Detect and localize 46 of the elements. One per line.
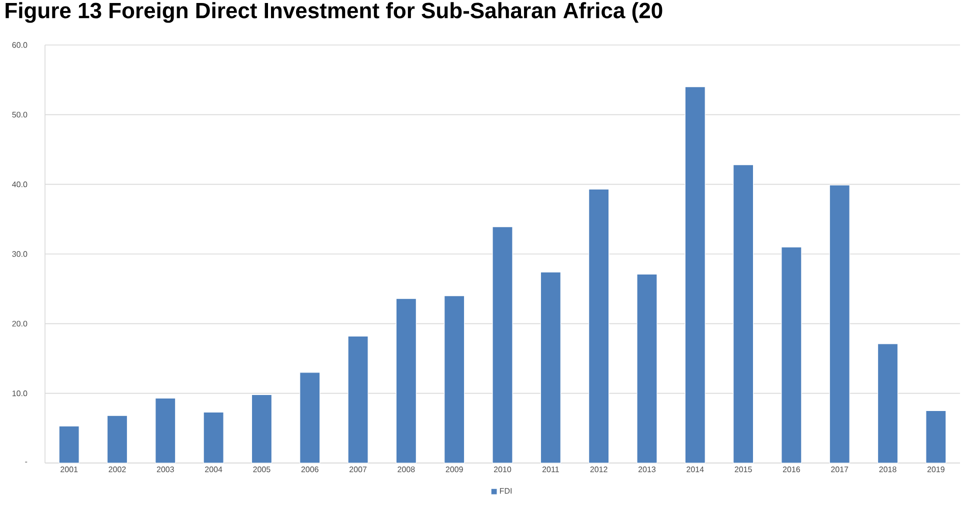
bar bbox=[540, 272, 561, 464]
bar bbox=[203, 412, 224, 464]
x-tick-label: 2017 bbox=[831, 466, 848, 472]
chart-title: Figure 13 Foreign Direct Investment for Sub-Saharan Africa (20 bbox=[6, 2, 662, 23]
x-tick-label: 2003 bbox=[156, 466, 174, 472]
bar bbox=[444, 296, 465, 464]
x-tick-label: 2001 bbox=[60, 466, 78, 472]
bar bbox=[58, 426, 80, 464]
bar bbox=[636, 274, 658, 464]
x-tick-label: 2012 bbox=[590, 466, 608, 472]
x-tick-label: 2002 bbox=[108, 466, 126, 472]
x-tick-label: 2004 bbox=[205, 466, 222, 472]
x-tick-label: 2016 bbox=[782, 466, 800, 472]
x-tick-label: 2009 bbox=[446, 466, 463, 472]
x-tick-label: 2019 bbox=[927, 466, 944, 472]
bar bbox=[492, 226, 513, 464]
bar bbox=[733, 164, 754, 464]
bar bbox=[348, 336, 368, 464]
y-tick-label: 50.0 bbox=[12, 112, 28, 118]
x-tick-label: 2005 bbox=[253, 466, 270, 472]
x-tick-label: 2011 bbox=[542, 466, 559, 472]
x-tick-label: 2013 bbox=[638, 466, 656, 472]
bar bbox=[106, 415, 128, 464]
x-tick-label: 2008 bbox=[398, 466, 415, 472]
y-tick-label: 10.0 bbox=[12, 390, 28, 396]
bar bbox=[251, 394, 272, 464]
bar bbox=[300, 372, 320, 464]
y-tick-label: 60.0 bbox=[12, 42, 28, 48]
x-tick-label: 2018 bbox=[879, 466, 896, 472]
x-tick-label: 2014 bbox=[686, 466, 704, 472]
legend-label: FDI bbox=[500, 488, 512, 494]
bar bbox=[684, 86, 706, 464]
y-tick-label: 20.0 bbox=[12, 320, 28, 326]
x-tick-label: 2006 bbox=[301, 466, 318, 472]
bar bbox=[781, 246, 802, 464]
bar bbox=[396, 298, 416, 464]
bar bbox=[829, 184, 850, 464]
bar bbox=[588, 188, 610, 464]
x-tick-label: 2007 bbox=[350, 466, 367, 472]
bar bbox=[155, 398, 176, 464]
y-tick-label: 40.0 bbox=[12, 182, 28, 188]
bar bbox=[877, 344, 898, 464]
y-tick-label: 30.0 bbox=[12, 251, 28, 257]
x-tick-label: 2010 bbox=[494, 466, 512, 472]
bar bbox=[926, 410, 946, 464]
x-tick-label: 2015 bbox=[734, 466, 752, 472]
